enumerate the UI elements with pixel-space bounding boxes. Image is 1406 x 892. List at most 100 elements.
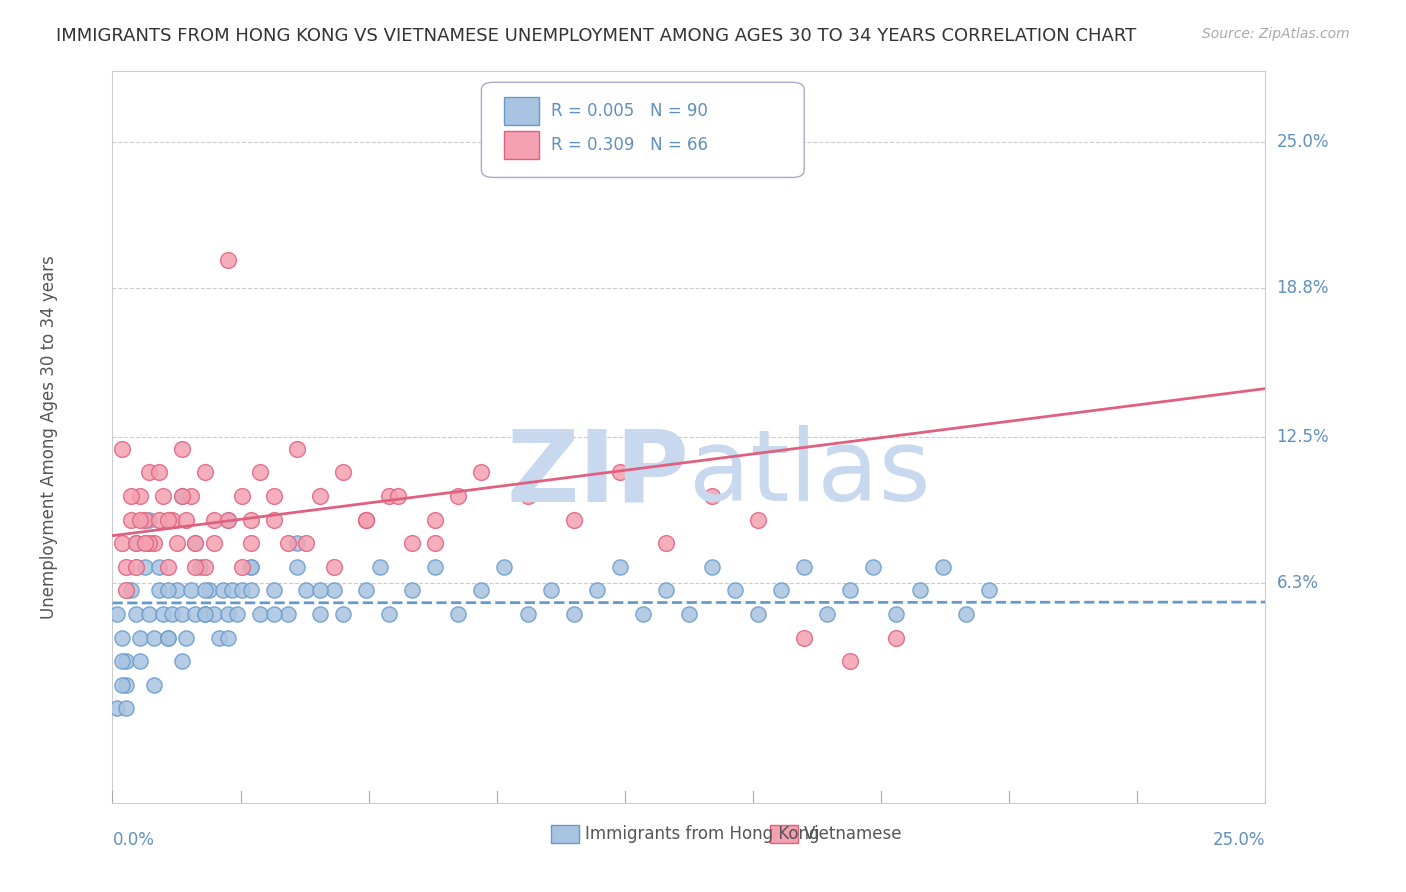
- Point: [322, 583, 344, 598]
- Point: [170, 442, 193, 456]
- Text: 0.0%: 0.0%: [112, 830, 155, 848]
- Point: [678, 607, 700, 621]
- Point: [332, 607, 354, 621]
- Text: R = 0.005   N = 90: R = 0.005 N = 90: [551, 102, 707, 120]
- Point: [115, 678, 138, 692]
- Point: [425, 513, 447, 527]
- Point: [631, 607, 654, 621]
- Point: [322, 559, 344, 574]
- Point: [166, 583, 188, 598]
- Bar: [505, 131, 538, 159]
- Point: [217, 607, 239, 621]
- Point: [156, 631, 179, 645]
- Point: [516, 489, 538, 503]
- Point: [198, 583, 221, 598]
- Point: [162, 513, 184, 527]
- Point: [354, 583, 377, 598]
- Point: [609, 466, 631, 480]
- Point: [129, 513, 152, 527]
- Point: [129, 631, 152, 645]
- Point: [239, 583, 262, 598]
- Point: [111, 536, 134, 550]
- Point: [447, 489, 470, 503]
- Bar: [769, 825, 799, 843]
- Point: [166, 536, 188, 550]
- Point: [174, 513, 197, 527]
- Point: [494, 559, 516, 574]
- Point: [124, 559, 146, 574]
- Point: [170, 607, 193, 621]
- Point: [263, 607, 285, 621]
- Point: [368, 559, 391, 574]
- Point: [194, 607, 217, 621]
- Point: [129, 489, 152, 503]
- Point: [194, 559, 217, 574]
- Point: [585, 583, 607, 598]
- Point: [249, 466, 271, 480]
- Point: [231, 489, 253, 503]
- Point: [202, 513, 225, 527]
- Point: [138, 607, 160, 621]
- Point: [105, 607, 128, 621]
- Point: [217, 631, 239, 645]
- Point: [955, 607, 977, 621]
- Point: [148, 559, 170, 574]
- Point: [862, 559, 884, 574]
- Point: [285, 559, 308, 574]
- Point: [156, 513, 179, 527]
- Point: [747, 607, 769, 621]
- Text: ZIP: ZIP: [506, 425, 689, 522]
- Text: 6.3%: 6.3%: [1277, 574, 1319, 592]
- Point: [977, 583, 1000, 598]
- Point: [111, 442, 134, 456]
- Point: [516, 607, 538, 621]
- Point: [562, 607, 585, 621]
- Point: [263, 489, 285, 503]
- Point: [239, 559, 262, 574]
- Point: [309, 607, 332, 621]
- Text: Vietnamese: Vietnamese: [804, 825, 903, 843]
- Point: [194, 607, 217, 621]
- Point: [148, 466, 170, 480]
- Text: Immigrants from Hong Kong: Immigrants from Hong Kong: [585, 825, 820, 843]
- Point: [202, 536, 225, 550]
- Point: [839, 583, 862, 598]
- Point: [152, 489, 174, 503]
- Text: Unemployment Among Ages 30 to 34 years: Unemployment Among Ages 30 to 34 years: [39, 255, 58, 619]
- Point: [111, 678, 134, 692]
- Point: [217, 513, 239, 527]
- Text: 18.8%: 18.8%: [1277, 279, 1329, 297]
- Text: Source: ZipAtlas.com: Source: ZipAtlas.com: [1202, 27, 1350, 41]
- Point: [277, 607, 299, 621]
- Point: [120, 489, 142, 503]
- Point: [138, 513, 160, 527]
- Point: [425, 536, 447, 550]
- Point: [129, 654, 152, 668]
- Point: [249, 607, 271, 621]
- Bar: [505, 97, 538, 125]
- Point: [124, 607, 146, 621]
- Point: [378, 607, 401, 621]
- Point: [747, 513, 769, 527]
- Point: [295, 536, 318, 550]
- Point: [156, 559, 179, 574]
- Point: [134, 513, 156, 527]
- Text: 25.0%: 25.0%: [1277, 133, 1329, 151]
- Point: [138, 466, 160, 480]
- Point: [277, 536, 299, 550]
- Point: [134, 559, 156, 574]
- Point: [354, 513, 377, 527]
- Point: [354, 513, 377, 527]
- Point: [174, 631, 197, 645]
- Point: [470, 583, 492, 598]
- Text: R = 0.309   N = 66: R = 0.309 N = 66: [551, 136, 707, 154]
- Point: [309, 489, 332, 503]
- Text: atlas: atlas: [689, 425, 931, 522]
- Point: [378, 489, 401, 503]
- Point: [170, 489, 193, 503]
- Point: [115, 559, 138, 574]
- Point: [184, 536, 207, 550]
- Point: [217, 253, 239, 268]
- Point: [124, 536, 146, 550]
- Point: [148, 583, 170, 598]
